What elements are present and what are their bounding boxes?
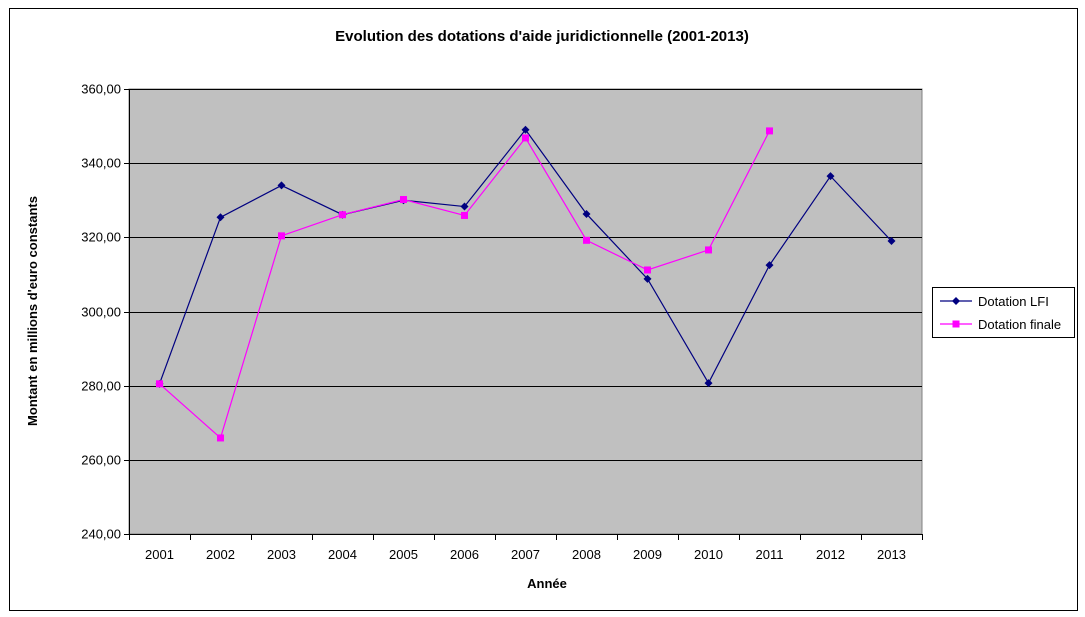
legend-marker xyxy=(952,297,960,305)
legend: Dotation LFI Dotation finale xyxy=(932,287,1075,338)
data-point xyxy=(217,434,224,442)
data-point xyxy=(826,172,835,181)
x-tick-label: 2002 xyxy=(206,547,235,562)
x-tick-label: 2007 xyxy=(511,547,540,562)
x-tick-label: 2008 xyxy=(572,547,601,562)
x-axis-label: Année xyxy=(527,576,567,591)
data-point xyxy=(521,125,530,134)
data-point xyxy=(277,181,286,190)
x-tick-label: 2013 xyxy=(877,547,906,562)
data-point xyxy=(644,266,651,274)
x-tick-label: 2004 xyxy=(328,547,357,562)
x-tick-label: 2009 xyxy=(633,547,662,562)
data-point xyxy=(522,134,529,142)
y-tick-label: 360,00 xyxy=(81,82,121,97)
data-point xyxy=(583,236,590,244)
x-tick-label: 2010 xyxy=(694,547,723,562)
legend-label: Dotation LFI xyxy=(978,294,1049,309)
x-tick-label: 2001 xyxy=(145,547,174,562)
data-point xyxy=(339,211,346,219)
y-tick-label: 340,00 xyxy=(81,156,121,171)
data-point xyxy=(400,196,407,204)
data-point xyxy=(460,202,469,211)
chart-title: Evolution des dotations d'aide juridicti… xyxy=(335,28,749,45)
data-point xyxy=(156,380,163,388)
data-point xyxy=(582,209,591,218)
plot-area xyxy=(128,88,923,535)
data-point xyxy=(887,237,896,246)
y-tick-label: 300,00 xyxy=(81,305,121,320)
data-point xyxy=(765,261,774,270)
data-point xyxy=(461,211,468,219)
data-point xyxy=(704,379,713,388)
y-tick-label: 240,00 xyxy=(81,527,121,542)
legend-marker xyxy=(952,320,960,328)
y-tick-label: 280,00 xyxy=(81,379,121,394)
x-tick-label: 2005 xyxy=(389,547,418,562)
data-point xyxy=(216,213,225,222)
legend-label: Dotation finale xyxy=(978,317,1061,332)
data-point xyxy=(705,246,712,254)
data-point xyxy=(766,127,773,135)
x-tick-label: 2006 xyxy=(450,547,479,562)
legend-box xyxy=(932,287,1075,338)
x-tick-label: 2003 xyxy=(267,547,296,562)
data-point xyxy=(643,274,652,283)
y-axis-label: Montant en millions d'euro constants xyxy=(25,196,40,426)
y-tick-label: 320,00 xyxy=(81,230,121,245)
y-tick-label: 260,00 xyxy=(81,453,121,468)
x-tick-label: 2011 xyxy=(756,547,784,562)
data-point xyxy=(278,232,285,240)
x-tick-label: 2012 xyxy=(816,547,845,562)
